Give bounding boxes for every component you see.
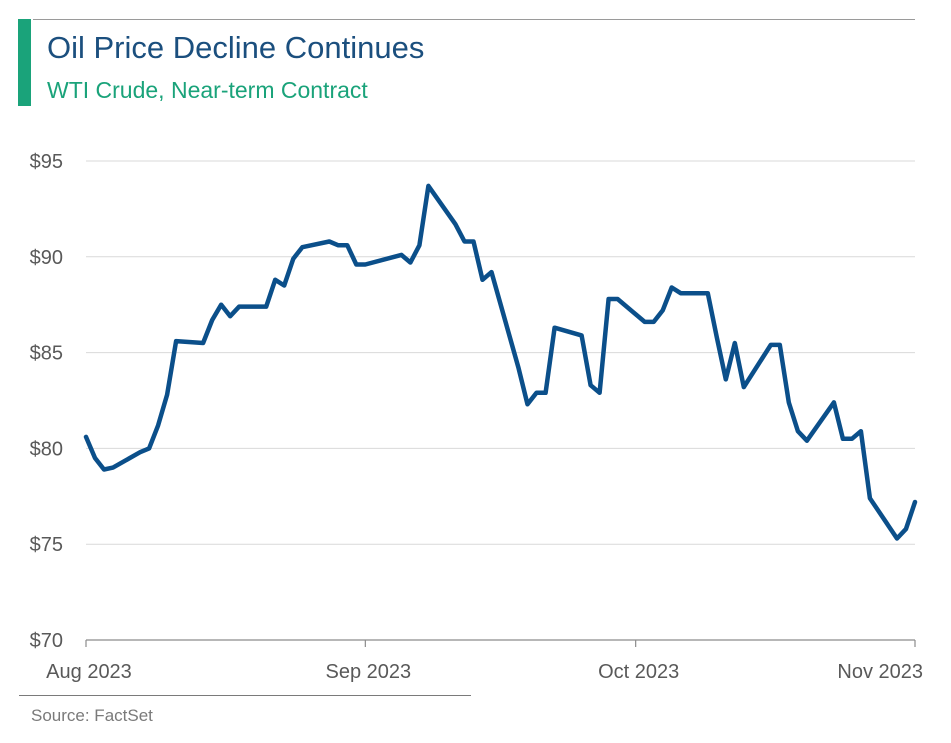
chart-title: Oil Price Decline Continues bbox=[47, 30, 425, 65]
y-tick-label: $95 bbox=[30, 151, 63, 173]
chart-subtitle: WTI Crude, Near-term Contract bbox=[47, 77, 368, 103]
x-tick-label: Sep 2023 bbox=[326, 661, 412, 683]
y-tick-label: $85 bbox=[30, 343, 63, 365]
x-tick-label: Aug 2023 bbox=[46, 661, 132, 683]
x-tick-label: Oct 2023 bbox=[598, 661, 679, 683]
price-series-line bbox=[83, 183, 918, 541]
source-note: Source: FactSet bbox=[31, 706, 153, 725]
footer-rule bbox=[19, 695, 471, 696]
y-tick-label: $90 bbox=[30, 247, 63, 269]
header-rule bbox=[33, 19, 915, 20]
y-tick-label: $70 bbox=[30, 630, 63, 652]
y-tick-label: $75 bbox=[30, 534, 63, 556]
y-tick-label: $80 bbox=[30, 438, 63, 460]
x-tick-label: Nov 2023 bbox=[837, 661, 923, 683]
title-accent-bar bbox=[18, 19, 31, 106]
